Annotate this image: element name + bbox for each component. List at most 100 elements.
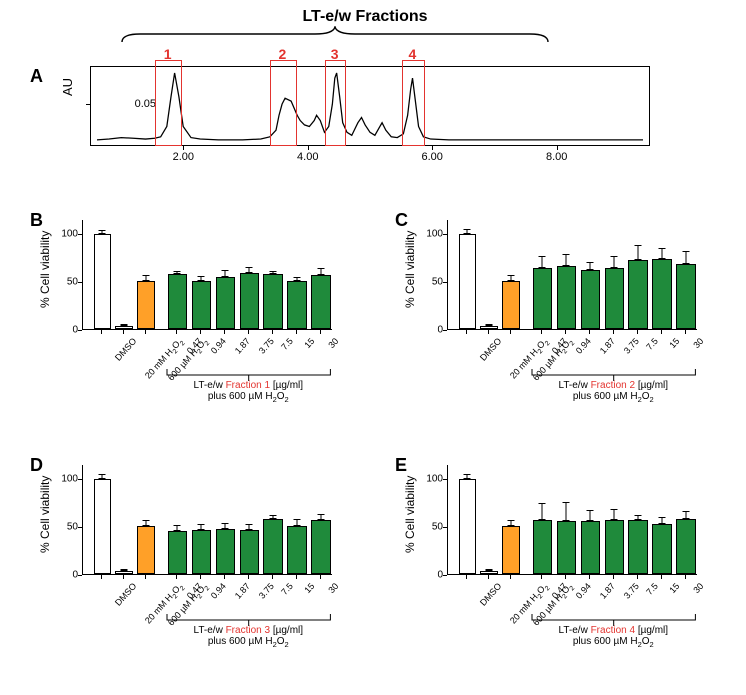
bar <box>557 521 577 574</box>
bar <box>533 520 553 574</box>
panel-a-ylabel: AU <box>60 78 75 96</box>
error-bar <box>273 271 274 275</box>
bar <box>240 273 260 329</box>
fraction-box <box>270 60 296 146</box>
fraction-label: 1 <box>164 46 172 62</box>
panel-a-xtick: 4.00 <box>297 151 318 163</box>
panel-letter-c: C <box>395 210 408 231</box>
bar <box>676 519 696 574</box>
panel-letter-a: A <box>30 66 43 87</box>
bar <box>137 281 154 329</box>
bar-ytick: 50 <box>67 277 78 288</box>
error-bar <box>638 515 639 521</box>
bar <box>192 281 212 329</box>
bar-xtick: 0.94 <box>209 581 228 601</box>
error-bar <box>686 511 687 519</box>
bar <box>168 274 188 329</box>
panel-c-barchart: C % Cell viability 050100DMSO20 mM H2O26… <box>395 210 715 420</box>
bar-xtick: 30 <box>327 581 341 595</box>
error-bar <box>225 523 226 529</box>
dose-bracket <box>167 368 330 380</box>
bar-xtick: 1.87 <box>598 336 617 356</box>
error-bar <box>201 276 202 281</box>
panel-e-ylabel: % Cell viability <box>403 476 417 553</box>
error-bar <box>590 510 591 521</box>
bar <box>115 326 132 329</box>
error-bar <box>566 254 567 265</box>
error-bar <box>590 262 591 270</box>
error-bar <box>201 524 202 530</box>
bar <box>216 529 236 574</box>
error-bar <box>638 245 639 260</box>
bar <box>168 531 188 574</box>
dose-caption: LT-e/w Fraction 2 [µg/ml]plus 600 µM H2O… <box>532 380 695 404</box>
dose-caption: LT-e/w Fraction 3 [µg/ml]plus 600 µM H2O… <box>167 625 330 649</box>
bar <box>216 277 236 329</box>
bar <box>581 521 601 574</box>
bar-xtick: 1.87 <box>598 581 617 601</box>
bar <box>676 264 696 329</box>
error-bar <box>145 275 146 282</box>
panel-letter-b: B <box>30 210 43 231</box>
bar-xtick: 7.5 <box>644 581 660 597</box>
error-bar <box>510 275 511 282</box>
bar-xtick: DMSO <box>113 336 138 363</box>
bar <box>581 270 601 329</box>
error-bar <box>177 271 178 275</box>
bar <box>652 524 672 574</box>
bar-xtick: 3.75 <box>622 581 641 601</box>
error-bar <box>614 509 615 520</box>
bar <box>94 479 111 574</box>
bar-xtick: 15 <box>303 336 317 350</box>
bar <box>287 281 307 329</box>
bar <box>137 526 154 574</box>
error-bar <box>249 524 250 530</box>
bar-xtick: DMSO <box>113 581 138 608</box>
bar <box>605 520 625 574</box>
bar <box>263 274 283 329</box>
error-bar <box>273 515 274 520</box>
bar-ytick: 50 <box>432 522 443 533</box>
dose-bracket <box>532 368 695 380</box>
error-bar <box>489 324 490 326</box>
bar-xtick: 0.94 <box>574 336 593 356</box>
bar <box>533 268 553 329</box>
panel-c-axes <box>447 220 697 330</box>
bar <box>502 526 519 574</box>
bar-xtick: 30 <box>692 581 706 595</box>
dose-bracket <box>532 613 695 625</box>
bar-xtick: 15 <box>668 581 682 595</box>
fraction-box <box>155 60 182 146</box>
bar-ytick: 100 <box>61 474 78 485</box>
error-bar <box>225 270 226 278</box>
error-bar <box>321 268 322 276</box>
bar-xtick: 0.94 <box>574 581 593 601</box>
bar-xtick: 15 <box>303 581 317 595</box>
bar-xtick: DMSO <box>478 336 503 363</box>
error-bar <box>614 256 615 267</box>
error-bar <box>662 248 663 259</box>
panel-d-ylabel: % Cell viability <box>38 476 52 553</box>
bar <box>502 281 519 329</box>
error-bar <box>321 514 322 521</box>
bar <box>192 530 212 574</box>
bar-ytick: 100 <box>61 229 78 240</box>
bar <box>94 234 111 329</box>
fraction-box <box>402 60 424 146</box>
bar-xtick: DMSO <box>478 581 503 608</box>
bar-xtick: 30 <box>692 336 706 350</box>
bar-xtick: 3.75 <box>622 336 641 356</box>
error-bar <box>102 230 103 235</box>
bar <box>287 526 307 574</box>
bar-xtick: 7.5 <box>644 336 660 352</box>
panel-d-axes <box>82 465 332 575</box>
panel-letter-d: D <box>30 455 43 476</box>
brace-icon <box>120 26 550 44</box>
bar <box>311 520 331 574</box>
bar <box>115 571 132 574</box>
fraction-label: 4 <box>409 46 417 62</box>
error-bar <box>177 525 178 531</box>
error-bar <box>124 569 125 571</box>
bar-xtick: 7.5 <box>279 581 295 597</box>
error-bar <box>510 520 511 527</box>
